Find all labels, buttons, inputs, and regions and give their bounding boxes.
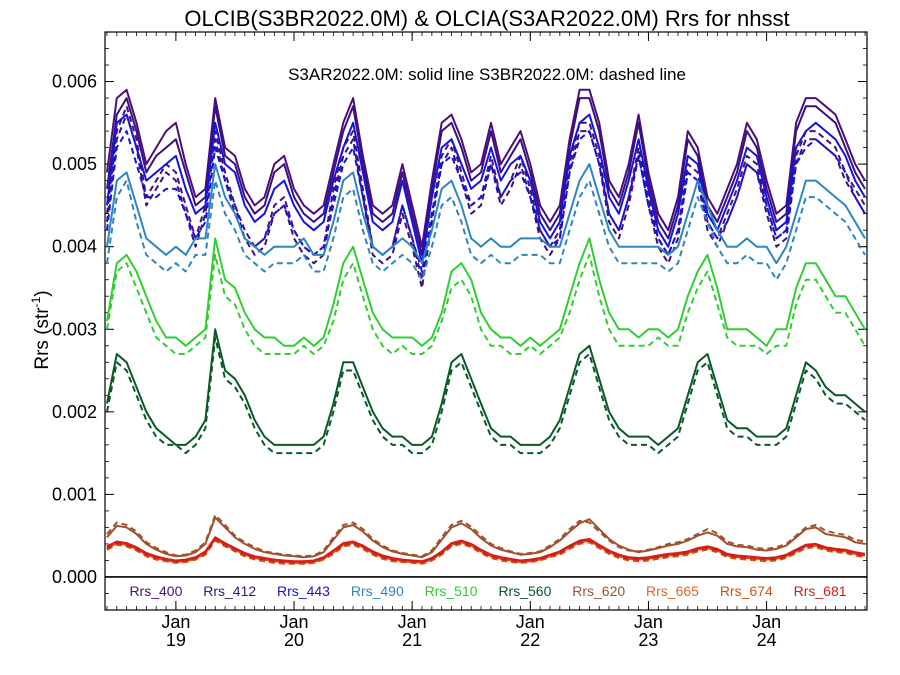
x-tick-month-label: Jan	[634, 612, 663, 632]
x-tick-month-label: Jan	[516, 612, 545, 632]
x-tick-year-label: 22	[520, 630, 540, 650]
legend-entry-rrs-443: Rrs_443	[277, 583, 330, 599]
x-tick-year-label: 20	[284, 630, 304, 650]
series-layer	[106, 88, 866, 565]
series-rrs-443-dashed	[106, 130, 866, 273]
y-tick-label: 0.004	[52, 237, 97, 257]
line-style-note: S3AR2022.0M: solid line S3BR2022.0M: das…	[288, 65, 686, 84]
y-axis-label: Rrs (str-1)	[29, 290, 53, 369]
legend-entry-rrs-674: Rrs_674	[720, 583, 773, 599]
y-axis-label-main: Rrs (str	[32, 307, 53, 370]
x-tick-month-label: Jan	[161, 612, 190, 632]
y-tick-label: 0.005	[52, 154, 97, 174]
y-tick-label: 0.002	[52, 402, 97, 422]
series-rrs-620-dashed	[106, 514, 866, 558]
series-rrs-443-solid	[106, 113, 866, 265]
series-rrs-412-solid	[106, 97, 866, 256]
y-axis-label-close: )	[32, 290, 53, 296]
series-rrs-674-dashed	[106, 539, 866, 565]
legend-entry-rrs-400: Rrs_400	[129, 583, 182, 599]
series-rrs-560-solid	[106, 328, 866, 446]
y-tick-label: 0.003	[52, 319, 97, 339]
x-tick-year-label: 21	[402, 630, 422, 650]
x-tick-year-label: 24	[757, 630, 777, 650]
y-tick-label: 0.001	[52, 484, 97, 504]
series-rrs-400-dashed	[106, 105, 866, 281]
legend-entry-rrs-620: Rrs_620	[572, 583, 625, 599]
series-rrs-510-solid	[106, 237, 866, 347]
series-rrs-412-dashed	[106, 113, 866, 289]
series-rrs-490-solid	[106, 163, 866, 265]
y-axis-label-sup: -1	[29, 296, 43, 307]
legend: Rrs_400 Rrs_412 Rrs_443 Rrs_490 Rrs_510 Rrs_5…	[129, 583, 846, 599]
series-rrs-560-dashed	[106, 336, 866, 455]
legend-entry-rrs-412: Rrs_412	[203, 583, 256, 599]
x-tick-month-label: Jan	[398, 612, 427, 632]
legend-entry-rrs-490: Rrs_490	[351, 583, 404, 599]
y-tick-label: 0.006	[52, 72, 97, 92]
chart-title: OLCIB(S3BR2022.0M) & OLCIA(S3AR2022.0M) …	[184, 6, 789, 31]
series-rrs-620-solid	[106, 516, 866, 559]
x-tick-year-label: 19	[166, 630, 186, 650]
x-tick-year-label: 23	[638, 630, 658, 650]
axes: 0.0060.0050.0040.0030.0020.0010.000Jan19…	[52, 31, 867, 650]
x-tick-month-label: Jan	[752, 612, 781, 632]
x-tick-month-label: Jan	[280, 612, 309, 632]
y-tick-label: 0.000	[52, 567, 97, 587]
legend-entry-rrs-665: Rrs_665	[646, 583, 699, 599]
series-rrs-510-dashed	[106, 253, 866, 355]
series-rrs-681-dashed	[106, 538, 866, 564]
legend-entry-rrs-510: Rrs_510	[425, 583, 478, 599]
series-rrs-400-solid	[106, 88, 866, 248]
legend-entry-rrs-681: Rrs_681	[794, 583, 847, 599]
plot-frame	[104, 31, 868, 611]
series-rrs-681-solid	[106, 536, 866, 563]
legend-entry-rrs-560: Rrs_560	[498, 583, 551, 599]
